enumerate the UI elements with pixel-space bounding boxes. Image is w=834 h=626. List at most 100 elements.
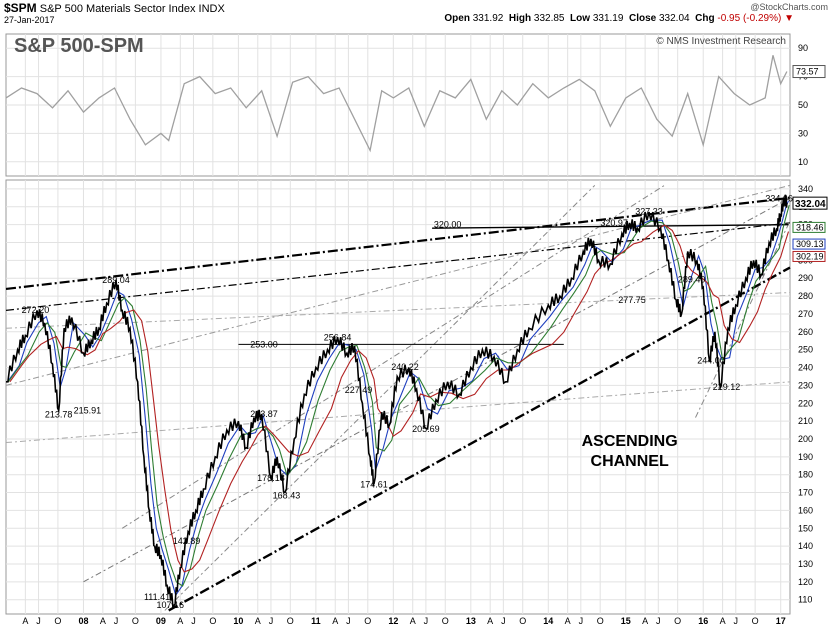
fan-line-4 — [5, 292, 791, 329]
x-axis: A J O 08 A J O 09 A J O 10 A J O 11 A J O 12 A J O 13 A J O 14 A J O 15… — [22, 616, 785, 626]
ma-label: 318.46 — [796, 222, 824, 232]
price-tick-label: 120 — [798, 577, 813, 587]
price-callout: 240.22 — [391, 362, 419, 372]
x-tick-label: O — [364, 616, 371, 626]
price-tick-label: 230 — [798, 380, 813, 390]
price-tick-label: 260 — [798, 327, 813, 337]
price-tick-label: 210 — [798, 416, 813, 426]
low-label: Low — [570, 13, 591, 24]
price-callout: 334.66 — [765, 193, 793, 203]
price-callout: 277.75 — [618, 295, 646, 305]
watermark: @StockCharts.com — [750, 2, 828, 12]
price-callout: 229.12 — [713, 382, 741, 392]
price-tick-label: 340 — [798, 184, 813, 194]
x-tick-label: O — [209, 616, 216, 626]
close-label: Close — [628, 13, 657, 24]
symbol-line: $SPM S&P 500 Materials Sector Index INDX — [4, 1, 225, 15]
price-callout: 289.04 — [102, 275, 130, 285]
x-tick-label: 11 — [311, 616, 321, 626]
chart-credit: © NMS Investment Research — [656, 36, 786, 47]
resistance-320-line — [432, 223, 789, 229]
rsi-tick-label: 90 — [798, 43, 808, 53]
price-tick-label: 110 — [798, 595, 812, 605]
price-callout: 111.41 — [144, 592, 170, 602]
price-tick-label: 150 — [798, 523, 813, 533]
x-tick-label: O — [597, 616, 604, 626]
price-last-label: 332.04 — [795, 199, 826, 210]
rsi-tick-label: 50 — [798, 100, 808, 110]
chg-label: Chg — [695, 13, 715, 24]
x-tick-label: A — [410, 616, 416, 626]
ma-label-box — [792, 238, 826, 250]
x-tick-label: O — [132, 616, 139, 626]
index-name: S&P 500 Materials Sector Index — [39, 3, 196, 15]
x-tick-label: A — [565, 616, 571, 626]
x-tick-label: O — [287, 616, 294, 626]
x-tick-label: J — [114, 616, 119, 626]
price-tick-label: 140 — [798, 541, 813, 551]
price-tick-label: 200 — [798, 434, 813, 444]
price-callout: 213.78 — [45, 409, 73, 419]
x-tick-label: A — [332, 616, 338, 626]
rsi-tick-label: 30 — [798, 128, 808, 138]
x-tick-label: 17 — [776, 616, 786, 626]
ohlc-readout: Open 331.92 High 332.85 Low 331.19 Close… — [444, 13, 794, 24]
high-label: High — [508, 13, 532, 24]
ma-label-box — [792, 221, 826, 233]
price-frame — [5, 179, 791, 615]
x-tick-label: A — [720, 616, 726, 626]
rsi-last-box — [792, 65, 826, 79]
fan-line-2 — [121, 184, 665, 529]
price-callout: 174.61 — [360, 479, 388, 489]
price-callout: 215.91 — [74, 406, 102, 416]
price-line — [6, 194, 788, 610]
price-callout: 205.69 — [412, 424, 440, 434]
ma-label-box — [792, 250, 826, 262]
rsi-last-label: 73.57 — [796, 67, 819, 77]
chart-date: 27-Jan-2017 — [4, 15, 55, 25]
x-tick-label: A — [642, 616, 648, 626]
x-tick-label: A — [487, 616, 493, 626]
price-callout: 244.00 — [697, 355, 725, 365]
fan-line-3 — [164, 185, 596, 611]
x-tick-label: 09 — [156, 616, 166, 626]
high-value: 332.85 — [533, 13, 565, 24]
price-tick-label: 180 — [798, 470, 813, 480]
price-tick-label: 160 — [798, 505, 813, 515]
x-tick-label: 13 — [466, 616, 476, 626]
chg-value: -0.95 (-0.29%) — [717, 13, 782, 24]
x-tick-label: J — [656, 616, 661, 626]
price-tick-label: 190 — [798, 452, 813, 462]
x-tick-label: A — [22, 616, 28, 626]
exchange: INDX — [198, 3, 225, 15]
x-tick-label: J — [579, 616, 584, 626]
rsi-tick-label: 10 — [798, 157, 808, 167]
mid-channel-line — [83, 197, 791, 583]
ma-mid-line — [7, 205, 790, 587]
x-tick-label: O — [674, 616, 681, 626]
x-tick-label: J — [501, 616, 506, 626]
rsi-panel: 907050301073.57 — [5, 33, 826, 177]
x-tick-label: 14 — [543, 616, 553, 626]
price-tick-label: 130 — [798, 559, 813, 569]
price-callout: 107.16 — [156, 600, 184, 610]
price-tick-label: 250 — [798, 345, 813, 355]
price-callout: 256.84 — [324, 332, 352, 342]
ma-label: 309.13 — [796, 239, 824, 249]
open-value: 331.92 — [472, 13, 504, 24]
symbol: $SPM — [4, 1, 37, 15]
down-arrow-icon: ▼ — [781, 13, 794, 24]
x-tick-label: J — [191, 616, 196, 626]
price-callout: 327.33 — [635, 207, 663, 217]
x-tick-label: A — [177, 616, 183, 626]
fan-line-5 — [695, 220, 791, 418]
rsi-line — [5, 55, 788, 153]
price-last-box — [792, 196, 828, 210]
price-callout: 320.97 — [600, 218, 628, 228]
price-callout: 213.87 — [250, 409, 278, 419]
upper-channel-line — [5, 196, 791, 291]
ma-label: 302.19 — [796, 251, 824, 261]
price-tick-label: 220 — [798, 398, 813, 408]
price-tick-label: 290 — [798, 273, 813, 283]
